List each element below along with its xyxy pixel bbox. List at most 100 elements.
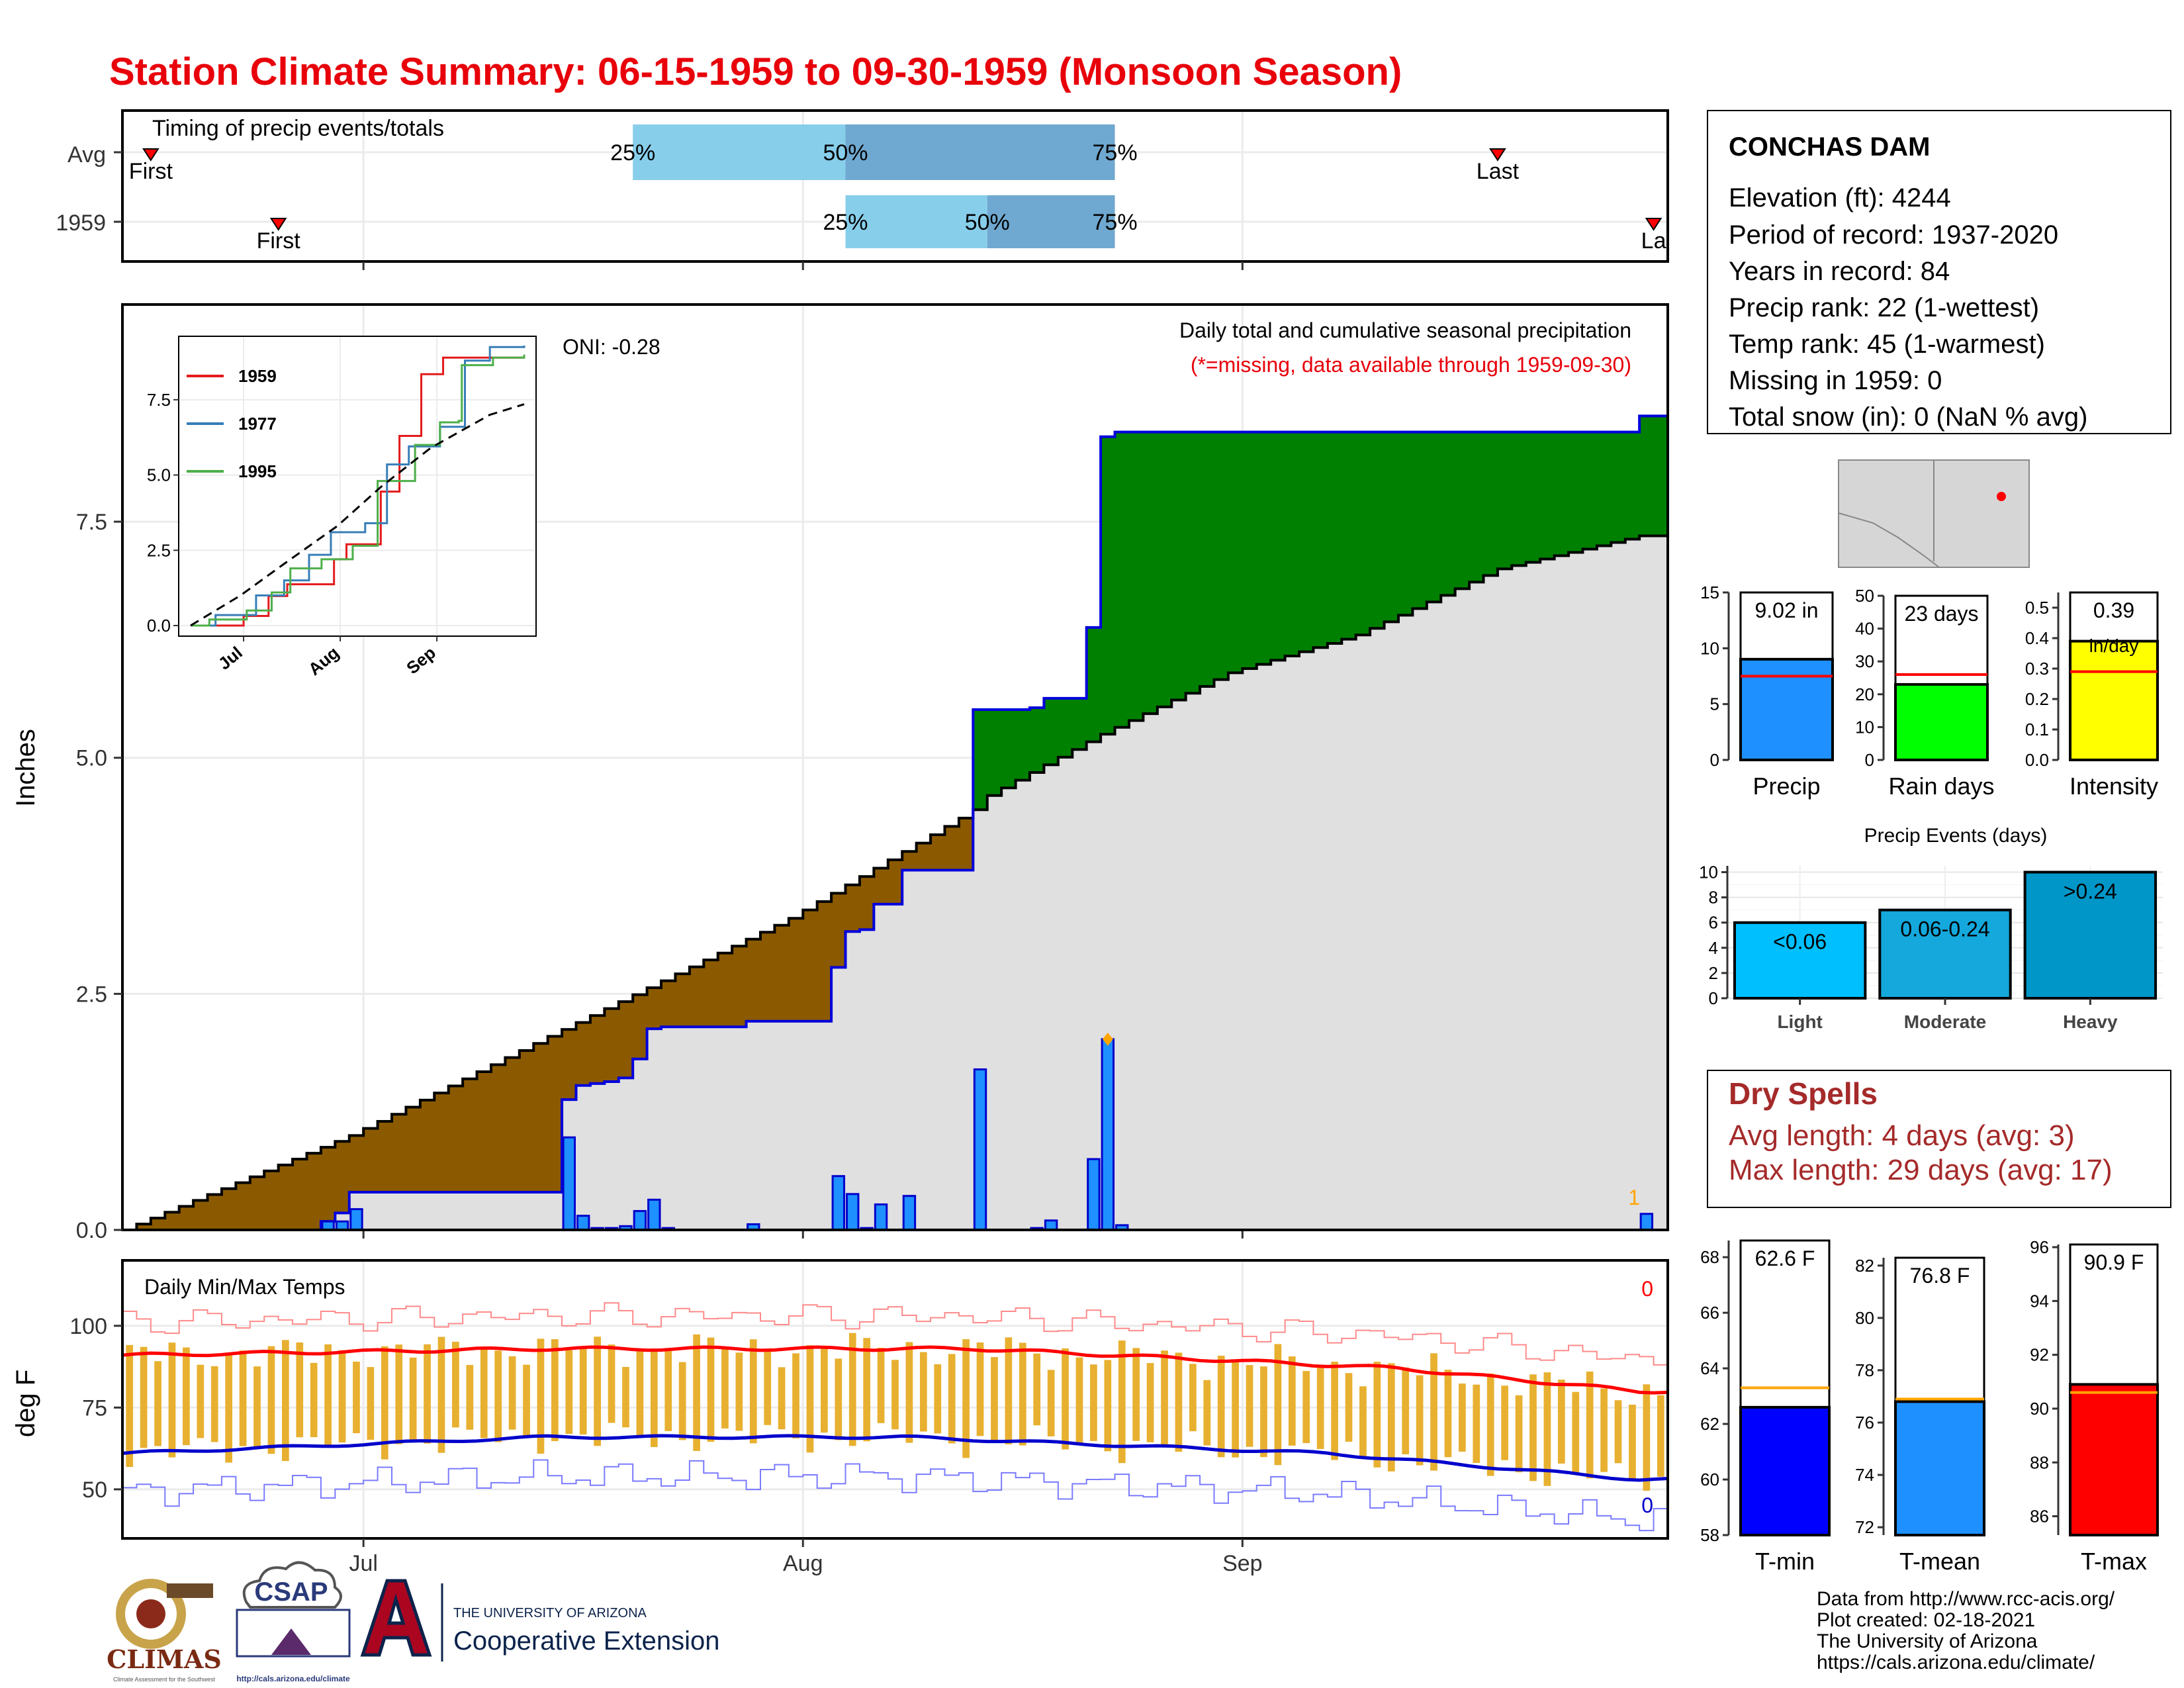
- climas-logo: CLIMAS Climate Assessment for the Southw…: [107, 1579, 222, 1683]
- temp-daily-range-bar: [424, 1344, 431, 1444]
- events-y-tick-label: 8: [1709, 888, 1718, 908]
- precip-daily-bar: [846, 1193, 860, 1231]
- station-period: Period of record: 1937-2020: [1729, 220, 2058, 250]
- temp-x-tick-label: Sep: [1222, 1551, 1263, 1576]
- t-mean-y-tick-label: 82: [1855, 1256, 1874, 1276]
- precip-surplus-area: [973, 416, 1668, 810]
- inset-line-avg: [190, 403, 525, 627]
- precip-daily-bar: [647, 1198, 661, 1231]
- t-mean-y-tick-label: 74: [1855, 1465, 1874, 1485]
- temp-daily-range-bar: [1146, 1363, 1154, 1442]
- temp-series: [122, 1302, 1668, 1532]
- station-name: CONCHAS DAM: [1729, 132, 1930, 162]
- precip-subtitle: (*=missing, data available through 1959-…: [1191, 353, 1631, 377]
- temp-daily-range-bar: [1075, 1357, 1083, 1445]
- temp-daily-range-bar: [338, 1350, 346, 1443]
- precip-daily-bar: [1101, 1038, 1115, 1231]
- csap-logo-url: http://cals.arizona.edu/climate: [236, 1674, 350, 1683]
- temp-title: Daily Min/Max Temps: [144, 1275, 345, 1299]
- t-mean-y-tick-label: 80: [1855, 1308, 1874, 1328]
- oni-annotation: ONI: -0.28: [563, 335, 660, 359]
- precip-title: Daily total and cumulative seasonal prec…: [1179, 318, 1631, 342]
- temp-daily-range-bar: [210, 1366, 218, 1442]
- temp-daily-range-bar: [1232, 1361, 1239, 1458]
- temp-daily-range-bar: [579, 1346, 587, 1435]
- station-elevation: Elevation (ft): 4244: [1729, 183, 1951, 212]
- dry-spells-box: Dry Spells Avg length: 4 days (avg: 3) M…: [1707, 1070, 2171, 1208]
- temp-daily-range-bar: [1359, 1386, 1367, 1457]
- inset-y-tick-label: 0.0: [147, 616, 171, 635]
- season-intensity-y-tick-label: 0.4: [2025, 628, 2049, 648]
- ua-logo-line2: Cooperative Extension: [453, 1626, 719, 1656]
- temp-daily-range-bar: [466, 1364, 474, 1430]
- ua-logo-line1: THE UNIVERSITY OF ARIZONA: [453, 1606, 647, 1620]
- t-max-value-label: 90.9 F: [2084, 1250, 2144, 1274]
- temp-daily-range-bar: [381, 1346, 388, 1460]
- inset-y-tick-label: 2.5: [147, 540, 171, 560]
- temp-daily-range-bar: [707, 1337, 715, 1442]
- temp-y-tick-label: 75: [82, 1395, 107, 1421]
- temp-daily-range-bar: [1402, 1367, 1410, 1454]
- timing-row-label-avg: Avg: [68, 142, 106, 167]
- season-precip-y-tick-label: 10: [1700, 638, 1719, 658]
- temp-daily-range-bar: [749, 1339, 757, 1444]
- precip-daily-bar: [633, 1209, 647, 1231]
- temp-daily-range-bar: [480, 1346, 488, 1438]
- precip-panel: 0.0 2.5 5.0 7.5 Inches Daily total and cumu…: [11, 303, 1669, 1243]
- t-max-y-tick-label: 86: [2030, 1507, 2049, 1526]
- temp-daily-range-bar: [1246, 1365, 1253, 1447]
- season-temp-bars: 58 60 62 64 66 68 62.6 F T-min 72 74 76 78 80 82 76.8 …: [1700, 1237, 2159, 1575]
- temp-daily-range-bar: [863, 1338, 871, 1442]
- season-precip-y-tick-label: 15: [1700, 583, 1719, 602]
- temp-daily-range-bar: [1586, 1371, 1594, 1479]
- temp-daily-range-bar: [537, 1338, 545, 1454]
- season-intensity-category-label: Intensity: [2070, 773, 2158, 800]
- season-raindays-category-label: Rain days: [1888, 773, 1994, 800]
- precip-daily-bar: [1044, 1219, 1058, 1231]
- temp-daily-range-bar: [1260, 1366, 1267, 1458]
- temp-daily-range-bar: [905, 1342, 913, 1443]
- timing-label-p75-1959: 75%: [1093, 210, 1138, 235]
- events-category-label-heavy: Heavy: [2063, 1011, 2118, 1032]
- precip-panel-frame: [121, 303, 1669, 1231]
- t-max-y-tick-label: 90: [2030, 1399, 2049, 1419]
- temp-daily-range-bar: [721, 1347, 729, 1429]
- climas-logo-ring: [116, 1579, 186, 1649]
- precip-deficit-area: [136, 818, 974, 1230]
- temp-daily-range-bar: [1132, 1348, 1140, 1441]
- season-precip-y-tick-label: 5: [1710, 694, 1719, 714]
- timing-first-last-markers: First Last First La: [129, 148, 1666, 254]
- temp-daily-range-bar: [239, 1350, 247, 1446]
- temp-daily-range-bar: [664, 1351, 672, 1431]
- inset-line-1995: [191, 354, 525, 627]
- timing-title: Timing of precip events/totals: [152, 116, 444, 141]
- temp-daily-range-bar: [1515, 1395, 1523, 1473]
- temp-daily-range-bar: [636, 1350, 644, 1436]
- timing-panel: 25% 50% 75% 25% 50% 75% First Last First La Timi…: [56, 109, 1669, 270]
- t-max-y-tick-label: 96: [2030, 1237, 2049, 1257]
- timing-bar-q2-Avg: [845, 124, 1115, 180]
- temp-record-min-line: [122, 1459, 1668, 1532]
- temp-daily-range-bar: [296, 1342, 304, 1438]
- temp-daily-range-bar: [1118, 1340, 1126, 1464]
- temp-daily-range-bar: [735, 1352, 743, 1431]
- temp-daily-range-bar: [835, 1358, 842, 1440]
- temp-daily-range-bar: [508, 1356, 516, 1430]
- temp-daily-range-bar: [523, 1364, 530, 1438]
- temp-daily-range-bar: [1416, 1375, 1424, 1466]
- temp-daily-range-bar: [324, 1344, 332, 1447]
- timing-marker-last-Avg: [1489, 148, 1506, 162]
- temp-daily-range-bar: [353, 1361, 360, 1434]
- t-min-y-tick-label: 64: [1700, 1358, 1719, 1378]
- temp-daily-range-bar: [877, 1348, 885, 1423]
- timing-label-p50-1959: 50%: [965, 210, 1010, 235]
- season-precip-y-tick-label: 0: [1710, 750, 1719, 770]
- temp-daily-range-bar: [140, 1346, 148, 1448]
- temp-x-tick-label: Aug: [783, 1551, 823, 1576]
- climas-logo-sun: [136, 1599, 165, 1628]
- temp-daily-range-bar: [594, 1336, 601, 1446]
- temp-y-axis: 50 75 100: [69, 1314, 122, 1503]
- temp-daily-range-bar: [1473, 1384, 1480, 1463]
- station-locator-map: [1838, 459, 2030, 568]
- temp-daily-range-bar: [168, 1342, 176, 1458]
